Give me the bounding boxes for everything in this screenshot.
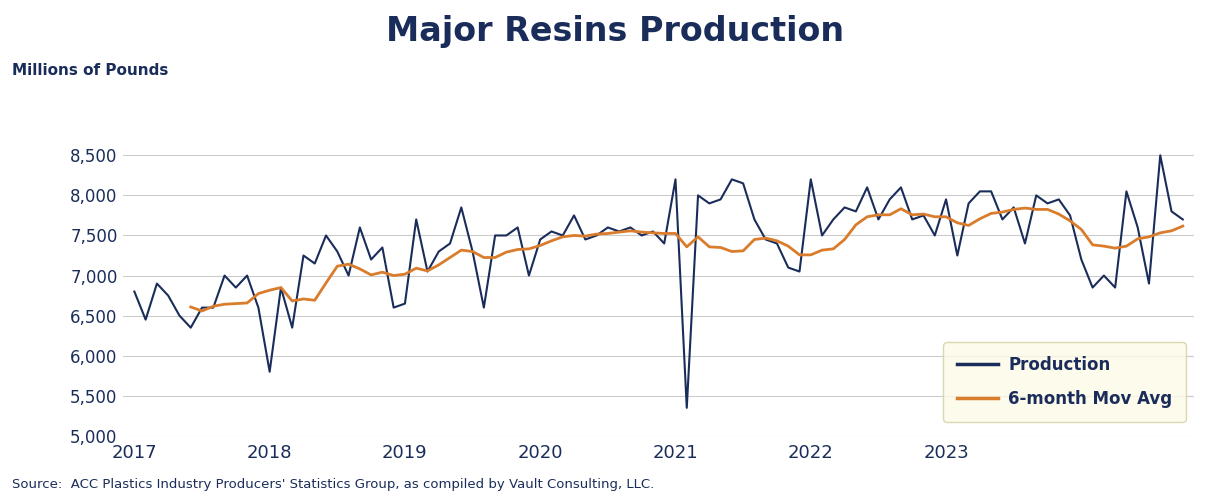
Legend: Production, 6-month Mov Avg: Production, 6-month Mov Avg — [943, 342, 1185, 421]
Text: Major Resins Production: Major Resins Production — [387, 15, 844, 48]
Text: Millions of Pounds: Millions of Pounds — [12, 63, 169, 78]
Text: Source:  ACC Plastics Industry Producers' Statistics Group, as compiled by Vault: Source: ACC Plastics Industry Producers'… — [12, 478, 655, 491]
